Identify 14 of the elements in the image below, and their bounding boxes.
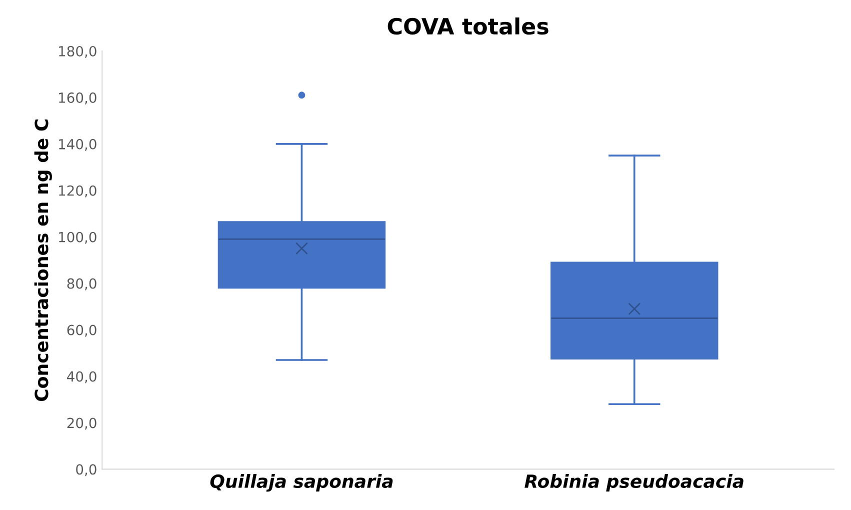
y-axis-title: Concentraciones en ng de C	[34, 119, 52, 402]
y-tick-label: 120,0	[59, 185, 96, 198]
y-tick-label: 20,0	[67, 418, 96, 430]
x-tick-label: Quillaja saponaria	[210, 474, 393, 492]
y-tick-label: 140,0	[59, 138, 96, 151]
y-tick-label: 60,0	[67, 324, 96, 337]
y-tick-label: 100,0	[59, 232, 96, 244]
chart-title: COVA totales	[388, 17, 548, 35]
y-tick-label: 0,0	[76, 464, 96, 476]
y-tick-label: 80,0	[67, 278, 96, 290]
y-tick-label: 180,0	[59, 46, 96, 58]
y-tick-label: 160,0	[59, 92, 96, 104]
x-tick-label: Robinia pseudoacacia	[524, 474, 744, 492]
y-tick-label: 40,0	[67, 371, 96, 384]
